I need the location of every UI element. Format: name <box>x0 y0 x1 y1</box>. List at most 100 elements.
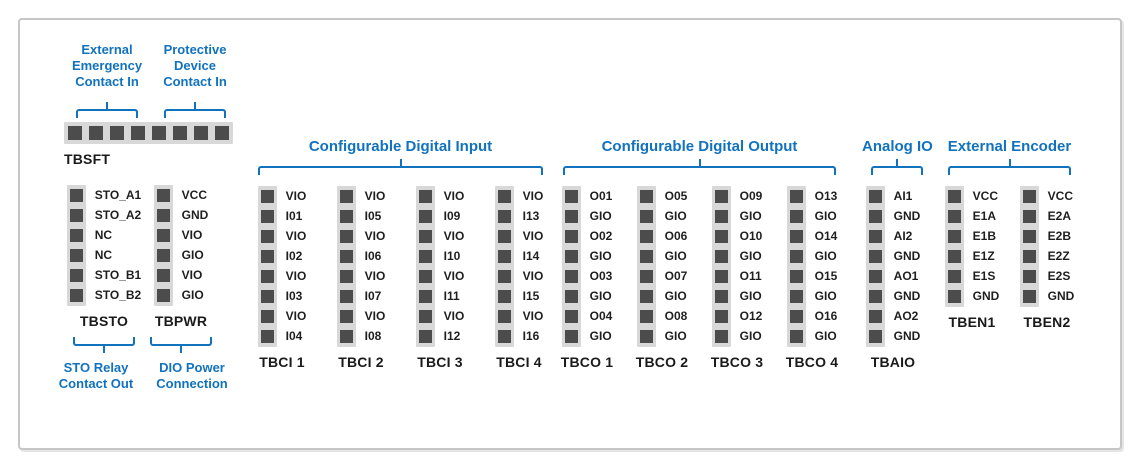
pin-icon <box>156 209 170 222</box>
pin-label: GIO <box>814 209 837 223</box>
pin-strip <box>415 186 435 347</box>
pin-labels: VCC E2A E2B E2Z E2S GND <box>1048 186 1075 307</box>
pin-label: GIO <box>181 248 204 262</box>
pin-label: I02 <box>285 249 303 263</box>
pin-label: E1A <box>972 209 996 223</box>
terminal-body: O01 GIO O02 GIO O03 GIO O04 GIO <box>561 186 613 347</box>
pin-icon <box>260 250 274 263</box>
pin-icon <box>152 126 166 140</box>
pin-label: VCC <box>1047 189 1073 203</box>
span-bracket-icon <box>164 109 226 118</box>
pin-label: AO2 <box>893 309 919 323</box>
terminal-name: TBCI 1 <box>259 354 305 370</box>
pin-label: E2A <box>1047 209 1071 223</box>
pin-label: O12 <box>739 309 763 323</box>
pin-icon <box>789 270 803 283</box>
pin-icon <box>89 126 103 140</box>
pin-icon <box>497 210 511 223</box>
pin-label: GIO <box>589 249 612 263</box>
terminal-tben1: VCC E1A E1B E1Z E1S GND TBEN1 <box>941 186 1003 330</box>
terminal-name: TBCO 4 <box>785 354 839 370</box>
terminal-tbaio: AI1 GND AI2 GND AO1 GND AO2 GND TBAIO <box>862 186 924 370</box>
pin-label: NC <box>94 228 113 242</box>
pin-label: AI2 <box>893 229 913 243</box>
pin-label: O15 <box>814 269 838 283</box>
pin-label: I11 <box>443 289 460 303</box>
caption-line: Contact In <box>163 74 227 89</box>
pin-icon <box>947 270 961 283</box>
pin-icon <box>868 290 882 303</box>
pin-icon <box>789 290 803 303</box>
pin-icon <box>418 250 432 263</box>
pin-icon <box>714 270 728 283</box>
pin-icon <box>789 190 803 203</box>
pin-strip <box>944 186 964 307</box>
pin-label: STO_B1 <box>94 268 142 282</box>
pin-label: GIO <box>589 329 612 343</box>
section-analog-io: Analog IO AI1 GND AI2 GND AO1 GND AO2 GND TBAIO <box>862 138 933 370</box>
safety-captions: External Emergency Contact In Protective De… <box>63 42 239 90</box>
pin-label: GIO <box>589 289 612 303</box>
terminal-tben2: VCC E2A E2B E2Z E2S GND TBEN2 <box>1016 186 1078 330</box>
span-bracket-icon <box>73 337 135 346</box>
terminal-body: O09 GIO O10 GIO O11 GIO O12 GIO <box>711 186 763 347</box>
pin-icon <box>564 190 578 203</box>
pin-icon <box>1022 250 1036 263</box>
pin-icon <box>564 230 578 243</box>
terminal-tbci-2: VIO I05 VIO I06 VIO I07 VIO I08 TBCI 2 <box>330 186 392 370</box>
pin-icon <box>564 250 578 263</box>
pin-icon <box>418 290 432 303</box>
pin-labels: O13 GIO O14 GIO O15 GIO O16 GIO <box>815 186 838 347</box>
pin-icon <box>69 189 83 202</box>
terminal-tbco-3: O09 GIO O10 GIO O11 GIO O12 GIO TBCO 3 <box>706 186 768 370</box>
pin-label: O13 <box>814 189 838 203</box>
pin-icon <box>497 250 511 263</box>
terminal-body: VCC E1A E1B E1Z E1S GND <box>944 186 999 307</box>
pin-label: O01 <box>589 189 613 203</box>
pin-label: I10 <box>443 249 461 263</box>
pin-icon <box>714 310 728 323</box>
pin-icon <box>868 190 882 203</box>
pin-icon <box>639 290 653 303</box>
pin-strip <box>336 186 356 347</box>
pin-icon <box>1022 290 1036 303</box>
pin-icon <box>639 330 653 343</box>
pin-label: VIO <box>364 229 386 243</box>
terminal-caption: DIO Power Connection <box>156 360 228 392</box>
pin-label: I14 <box>522 249 540 263</box>
pin-label: GND <box>893 209 921 223</box>
caption-protective-device-contact-in: Protective Device Contact In <box>151 42 239 90</box>
pin-label: GND <box>1047 289 1075 303</box>
pin-label: VIO <box>522 269 544 283</box>
pin-label: STO_A1 <box>94 188 142 202</box>
pin-labels: O09 GIO O10 GIO O11 GIO O12 GIO <box>740 186 763 347</box>
pin-labels: VIO I01 VIO I02 VIO I03 VIO I04 <box>286 186 307 347</box>
pin-icon <box>68 126 82 140</box>
pin-label: GIO <box>664 249 687 263</box>
pin-icon <box>156 289 170 302</box>
pin-label: GIO <box>739 329 762 343</box>
pin-icon <box>69 229 83 242</box>
pin-label: GND <box>893 289 921 303</box>
pin-label: VCC <box>181 188 207 202</box>
terminal-tbco-4: O13 GIO O14 GIO O15 GIO O16 GIO TBCO 4 <box>781 186 843 370</box>
pin-icon <box>418 270 432 283</box>
pin-label: E1Z <box>972 249 995 263</box>
pin-icon <box>339 290 353 303</box>
pin-icon <box>156 189 170 202</box>
pin-icon <box>714 250 728 263</box>
pin-labels: VIO I13 VIO I14 VIO I15 VIO I16 <box>523 186 544 347</box>
caption-line: DIO Power <box>159 360 225 375</box>
pin-icon <box>418 190 432 203</box>
pin-icon <box>868 330 882 343</box>
pin-label: O06 <box>664 229 688 243</box>
pin-strip <box>561 186 581 347</box>
pin-label: O16 <box>814 309 838 323</box>
caption-line: External <box>81 42 133 57</box>
pin-label: GND <box>893 329 921 343</box>
span-bracket-icon <box>948 166 1071 175</box>
pin-label: VIO <box>522 229 544 243</box>
section-external-encoder: External Encoder VCC E1A E1B E1Z E1S GND TBEN1… <box>941 138 1078 330</box>
terminal-name: TBSTO <box>79 313 129 329</box>
pin-label: VIO <box>364 309 386 323</box>
